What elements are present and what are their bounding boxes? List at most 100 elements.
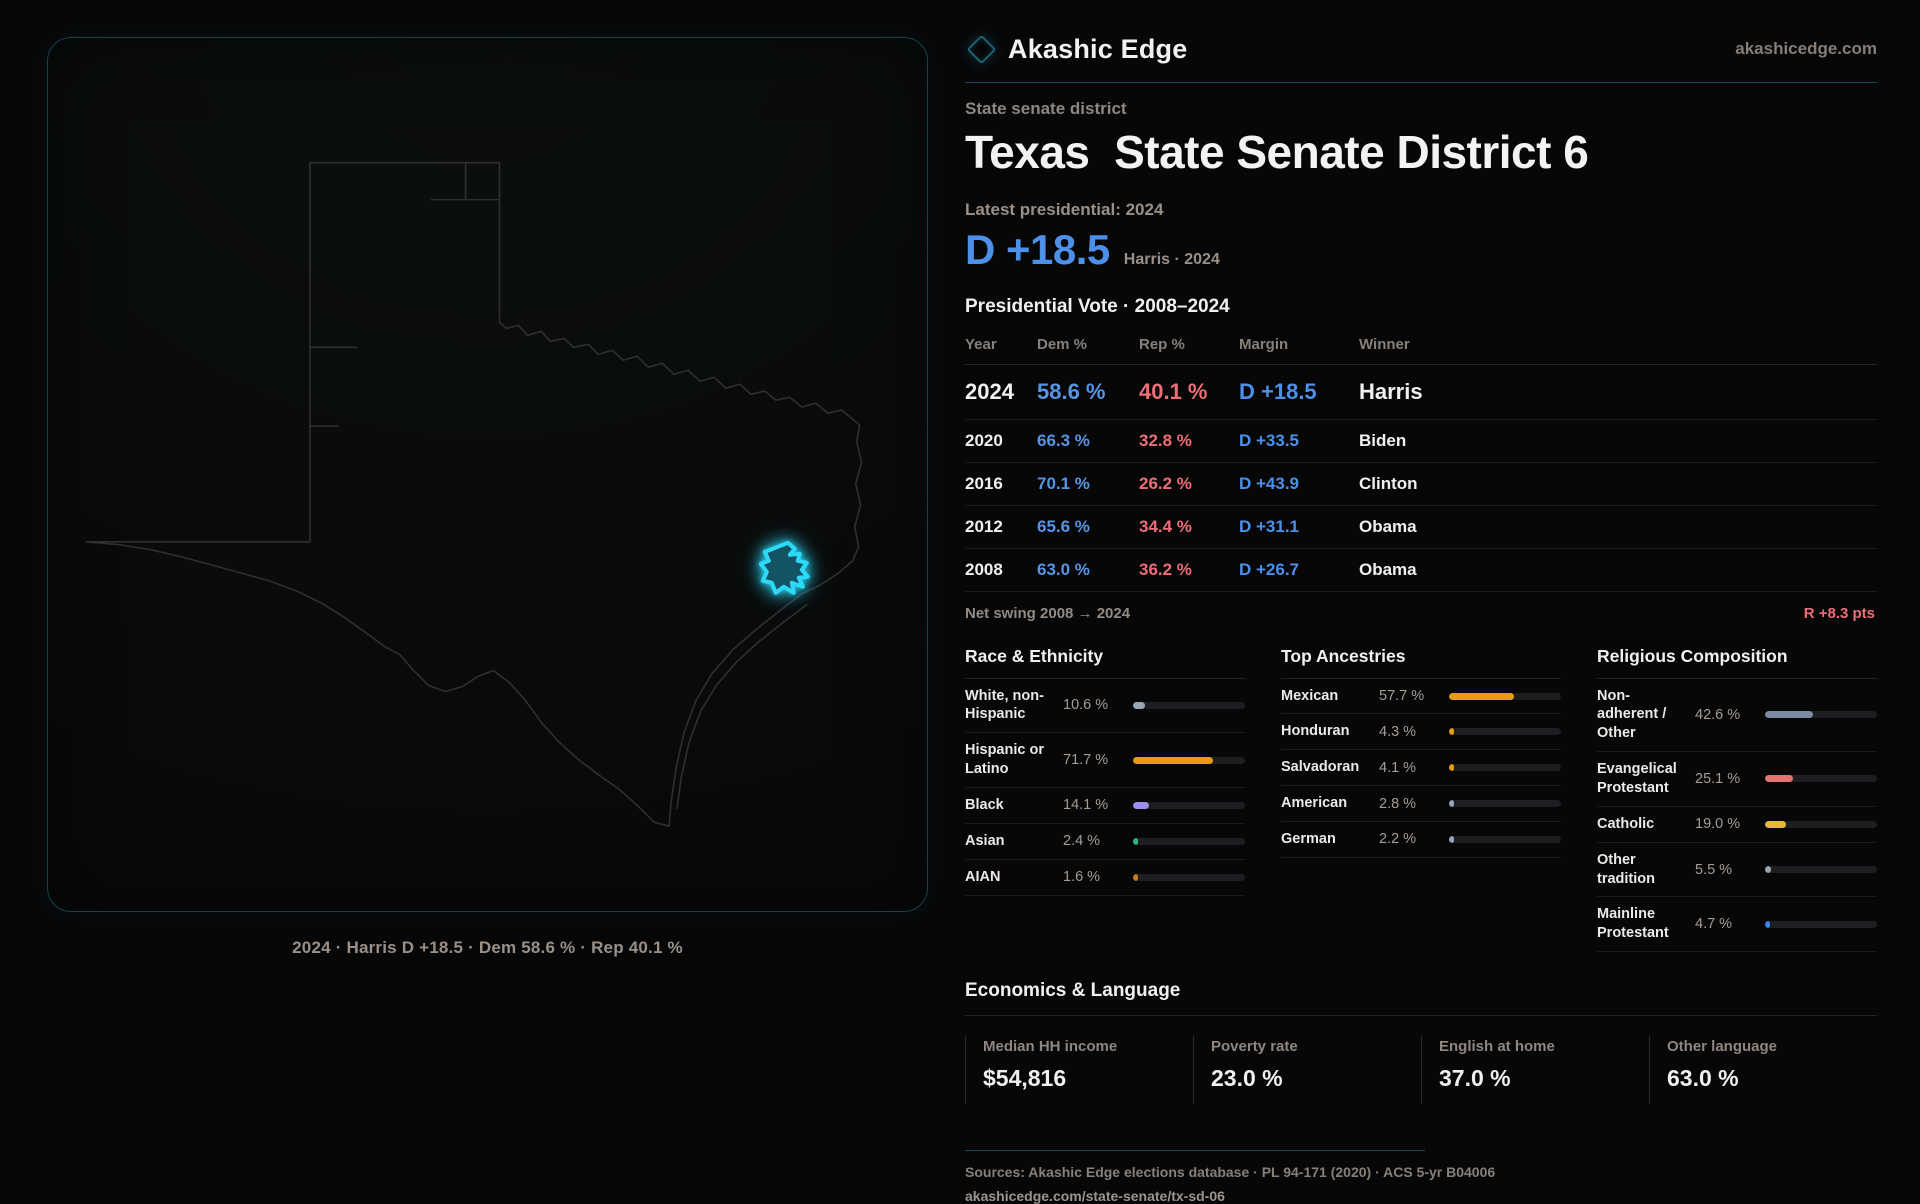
demo-bar-fill [1765, 711, 1813, 719]
demo-bar-fill [1765, 920, 1771, 928]
headline-margin-value: D +18.5 [965, 225, 1110, 273]
vote-row-2024: 2024 58.6 % 40.1 % D +18.5 Harris [965, 364, 1877, 420]
demo-bar-track [1765, 866, 1877, 873]
demo-bar-fill [1133, 701, 1145, 709]
votes-column-header: Rep % [1139, 327, 1239, 365]
demo-label: White, non-Hispanic [965, 687, 1044, 723]
demo-row: German 2.2 % [1281, 822, 1561, 858]
demo-bar-fill [1449, 764, 1454, 772]
vote-cell-rep: 26.2 % [1139, 462, 1239, 506]
demo-value: 4.1 % [1379, 759, 1417, 776]
header-divider [965, 82, 1877, 83]
border-segments [309, 161, 501, 427]
district-highlight[interactable] [758, 540, 810, 595]
vote-cell-dem: 70.1 % [1037, 462, 1139, 506]
demo-bar-fill [1765, 775, 1794, 783]
map-column: 2024 · Harris D +18.5 · Dem 58.6 % · Rep… [47, 37, 928, 958]
vote-cell-winner: Biden [1359, 419, 1877, 463]
net-swing-label: Net swing 2008 → 2024 [965, 604, 1131, 622]
demo-bar-fill [1133, 873, 1138, 881]
vote-cell-winner: Obama [1359, 548, 1877, 592]
brand-site-link[interactable]: akashicedge.com [1735, 39, 1877, 58]
demo-value: 71.7 % [1063, 752, 1109, 769]
presidential-votes-table: Year Dem % Rep % Margin Winner 2024 58.6 % 40.… [965, 327, 1877, 592]
demo-row: American 2.8 % [1281, 786, 1561, 822]
page-title: Texas State Senate District 6 [965, 126, 1589, 178]
demo-value: 10.6 % [1063, 697, 1109, 714]
demo-label: Other tradition [1597, 851, 1655, 887]
demo-row: Other tradition 5.5 % [1597, 843, 1877, 898]
vote-row-2012: 2012 65.6 % 34.4 % D +31.1 Obama [965, 505, 1877, 549]
econ-stat-value: 23.0 % [1211, 1065, 1283, 1092]
demo-label: Catholic [1597, 815, 1655, 832]
demo-bar-track [1449, 728, 1561, 736]
demo-value: 14.1 % [1063, 797, 1109, 814]
votes-column-header: Year [965, 327, 1037, 365]
vote-cell-dem: 58.6 % [1037, 364, 1139, 420]
demo-bar-track [1133, 837, 1245, 845]
footer: Sources: Akashic Edge elections database… [965, 1150, 1877, 1204]
vote-cell-year: 2020 [965, 419, 1037, 463]
votes-column-header: Winner [1359, 327, 1877, 365]
vote-cell-winner: Obama [1359, 505, 1877, 549]
demo-label: German [1281, 830, 1336, 847]
demo-bar-track [1765, 711, 1877, 719]
demo-value: 1.6 % [1063, 869, 1101, 886]
vote-row-2016: 2016 70.1 % 26.2 % D +43.9 Clinton [965, 462, 1877, 506]
econ-stat-label: English at home [1439, 1038, 1555, 1056]
votes-column-header: Dem % [1037, 327, 1139, 365]
headline-margin: D +18.5 Harris · 2024 [965, 226, 1877, 274]
demo-value: 25.1 % [1695, 770, 1741, 787]
votes-table-title: Presidential Vote · 2008–2024 [965, 295, 1230, 317]
headline-margin-note: Harris · 2024 [1123, 250, 1220, 268]
demo-bar-fill [1449, 835, 1454, 843]
demo-row: Non-adherent / Other 42.6 % [1597, 679, 1877, 753]
demo-section: Top Ancestries Mexican 57.7 % Honduran 4.3 %… [1281, 646, 1561, 858]
vote-cell-rep: 36.2 % [1139, 548, 1239, 592]
demo-bar-track [1449, 764, 1561, 772]
demo-section: Religious Composition Non-adherent / Othe… [1597, 646, 1877, 953]
econ-stat-value: 63.0 % [1667, 1065, 1739, 1092]
demographics-grid: Race & Ethnicity White, non-Hispanic 10.6 … [965, 646, 1877, 953]
demo-bar-track [1133, 801, 1245, 809]
vote-cell-year: 2012 [965, 505, 1037, 549]
demo-value: 42.6 % [1695, 706, 1741, 723]
demo-value: 2.2 % [1379, 831, 1417, 848]
demo-value: 57.7 % [1379, 688, 1425, 705]
demo-value: 5.5 % [1695, 861, 1733, 878]
vote-cell-rep: 32.8 % [1139, 419, 1239, 463]
demo-label: Evangelical Protestant [1597, 761, 1677, 796]
demo-bar-fill [1449, 728, 1454, 736]
vote-cell-dem: 66.3 % [1037, 419, 1139, 463]
econ-stat: English at home 37.0 % [1421, 1036, 1649, 1105]
vote-cell-margin: D +31.1 [1239, 505, 1359, 549]
econ-stat-label: Poverty rate [1211, 1038, 1298, 1056]
vote-cell-rep: 40.1 % [1139, 364, 1239, 420]
demo-bar-track [1449, 835, 1561, 843]
demo-value: 19.0 % [1695, 816, 1741, 833]
demo-bar-fill [1765, 866, 1772, 873]
permalink[interactable]: akashicedge.com/state-senate/tx-sd-06 [965, 1188, 1225, 1204]
map-caption: 2024 · Harris D +18.5 · Dem 58.6 % · Rep… [292, 938, 683, 957]
latest-presidential-label: Latest presidential: 2024 [965, 199, 1164, 219]
demo-section: Race & Ethnicity White, non-Hispanic 10.6 … [965, 646, 1245, 896]
votes-table-header-row: Year Dem % Rep % Margin Winner [965, 327, 1877, 365]
texas-map [85, 161, 863, 827]
vote-cell-rep: 34.4 % [1139, 505, 1239, 549]
demo-bar-fill [1449, 800, 1454, 808]
demo-row: Mexican 57.7 % [1281, 679, 1561, 715]
vote-cell-year: 2016 [965, 462, 1037, 506]
brand-name: Akashic Edge [1008, 33, 1188, 64]
demo-row: Hispanic or Latino 71.7 % [965, 733, 1245, 788]
demo-label: Black [965, 796, 1004, 813]
vote-cell-dem: 65.6 % [1037, 505, 1139, 549]
demo-row: Salvadoran 4.1 % [1281, 750, 1561, 787]
demo-row: Asian 2.4 % [965, 824, 1245, 860]
district-type-kicker: State senate district [965, 99, 1127, 118]
demo-bar-track [1449, 692, 1561, 700]
demo-bar-fill [1133, 756, 1214, 764]
vote-cell-winner: Clinton [1359, 462, 1877, 506]
demo-bar-track [1133, 701, 1245, 709]
votes-column-header: Margin [1239, 327, 1359, 365]
demo-label: Salvadoran [1281, 759, 1360, 776]
